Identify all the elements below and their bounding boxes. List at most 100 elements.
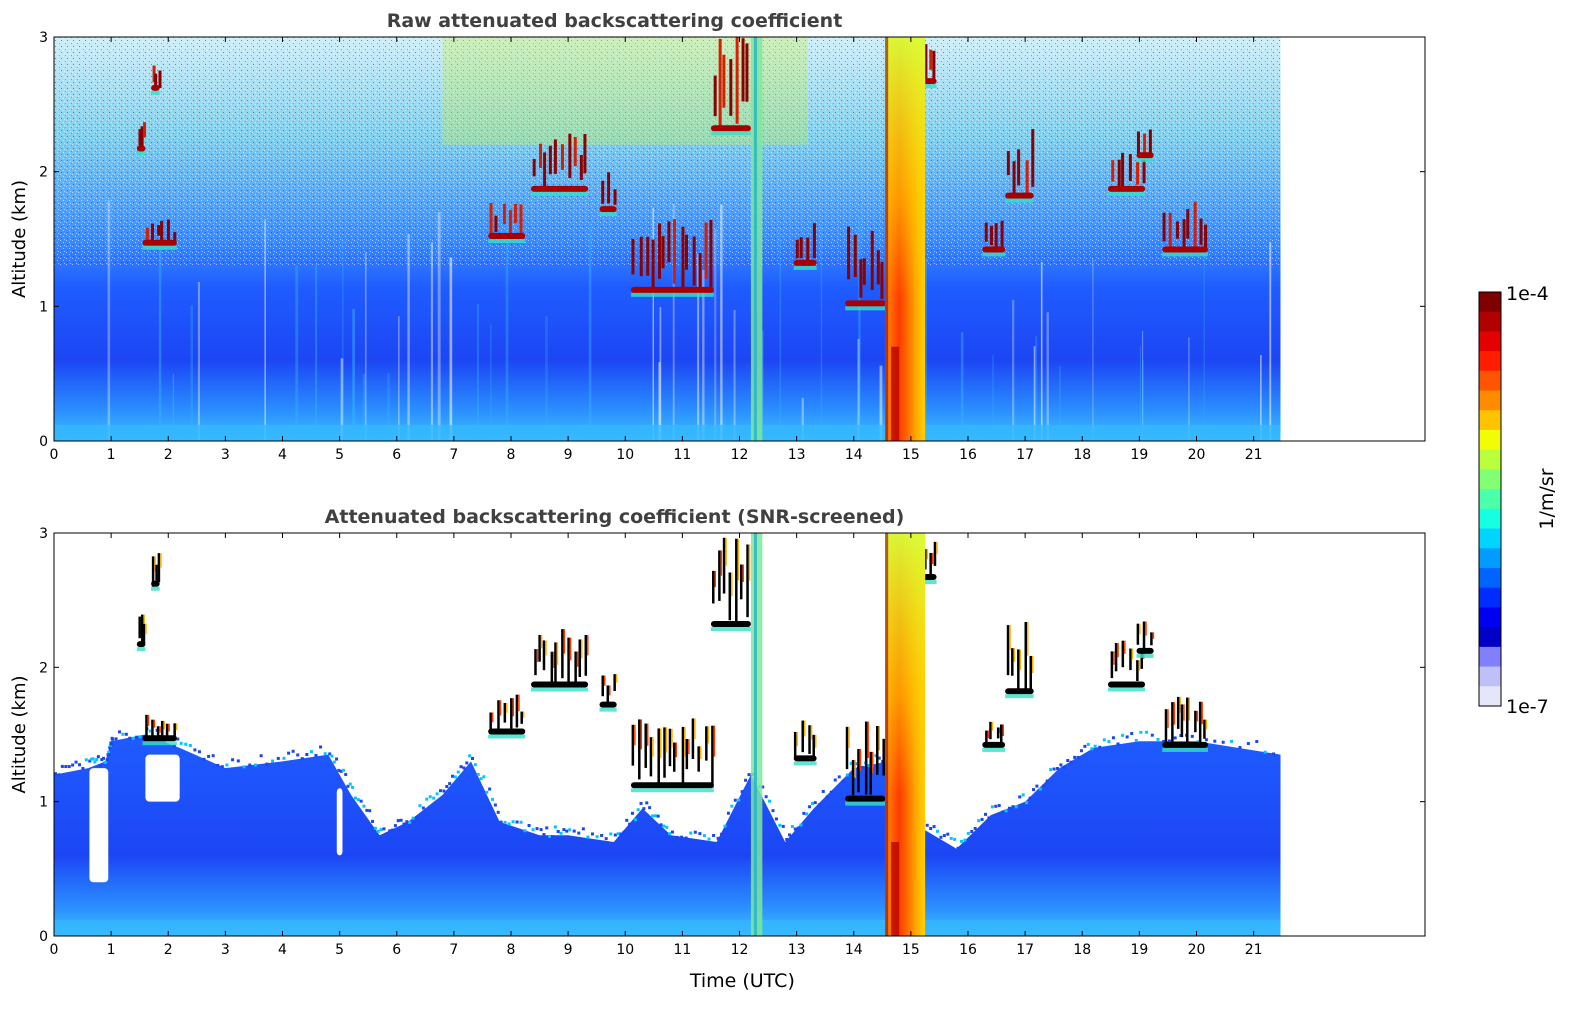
signal-streak xyxy=(652,207,654,441)
screened-edge-pixel xyxy=(625,818,629,822)
signal-streak xyxy=(1059,365,1061,441)
cloud-base xyxy=(845,300,886,307)
screened-edge-pixel xyxy=(442,789,446,793)
signal-streak xyxy=(858,215,861,441)
signal-streak xyxy=(720,204,723,441)
cloud-strand xyxy=(1011,648,1014,676)
cloud-strand xyxy=(1148,129,1152,153)
cloud-strand xyxy=(933,541,937,566)
screened-edge-pixel xyxy=(459,765,463,769)
screened-edge-pixel xyxy=(841,779,845,783)
cloud-strand xyxy=(138,616,141,639)
cloud-strand xyxy=(1128,153,1132,182)
signal-streak xyxy=(315,263,318,441)
cloud-strand-edge xyxy=(1138,660,1141,671)
cloud-strand xyxy=(1194,710,1197,733)
cloud-strand-edge xyxy=(1009,625,1011,651)
cloud-strand-edge xyxy=(1152,632,1155,639)
cloud-strand xyxy=(539,143,543,169)
cloud-strand xyxy=(663,727,666,778)
screened-gap xyxy=(336,788,343,856)
cloud-strand-edge xyxy=(1179,696,1181,713)
screened-edge-pixel xyxy=(128,736,132,740)
cloud-strand-edge xyxy=(1173,702,1176,725)
cloud-strand-edge xyxy=(1188,697,1191,721)
signal-streak xyxy=(857,339,860,441)
cloud-base xyxy=(1107,681,1146,688)
cloud-strand-edge xyxy=(742,564,744,582)
cloud-base xyxy=(793,259,817,266)
cloud-base-halo xyxy=(845,801,886,806)
screened-edge-pixel xyxy=(373,826,377,830)
x-tick-label: 9 xyxy=(564,447,573,463)
screened-edge-pixel xyxy=(432,796,436,800)
screened-edge-pixel xyxy=(545,826,549,830)
cloud-strand-edge xyxy=(991,721,994,731)
cloud-strand-edge xyxy=(699,746,702,759)
screened-edge-pixel xyxy=(339,769,343,773)
screened-edge-pixel xyxy=(693,830,697,834)
x-tick-label: 21 xyxy=(1245,447,1263,463)
signal-streak xyxy=(352,309,355,441)
cloud-strand-edge xyxy=(168,723,170,732)
precipitation-core xyxy=(891,346,900,441)
screened-edge-pixel xyxy=(405,820,409,824)
colorbar-max-label: 1e-4 xyxy=(1506,283,1549,305)
cloud-strand xyxy=(554,642,557,688)
cloud-strand-edge xyxy=(1013,648,1016,662)
cloud-strand xyxy=(932,50,936,83)
screened-edge-pixel xyxy=(630,811,634,815)
screened-edge-pixel xyxy=(479,777,483,781)
screened-edge-pixel xyxy=(485,790,489,794)
heatmap-image xyxy=(54,533,1281,936)
screened-edge-pixel xyxy=(515,820,519,824)
screened-edge-pixel xyxy=(335,757,339,761)
narrow-column-core xyxy=(753,37,757,441)
cloud-base-halo xyxy=(488,239,526,243)
cloud-strand xyxy=(681,226,685,292)
screened-edge-pixel xyxy=(271,759,275,763)
cloud-strand xyxy=(520,711,523,724)
cloud-strand-edge xyxy=(522,711,525,718)
screened-edge-pixel xyxy=(121,732,125,736)
cloud-strand xyxy=(685,739,689,770)
cloud-strand xyxy=(880,262,884,299)
cloud-strand-edge xyxy=(725,537,727,566)
x-tick-label: 17 xyxy=(1016,942,1034,958)
screened-edge-pixel xyxy=(300,757,304,761)
cloud-strand-edge xyxy=(1167,709,1169,728)
screened-edge-pixel xyxy=(259,754,263,758)
screened-edge-pixel xyxy=(1230,739,1234,743)
screened-edge-pixel xyxy=(365,808,369,812)
cloud-strand-edge xyxy=(1124,640,1126,654)
cloud-strand xyxy=(929,552,932,576)
screened-edge-pixel xyxy=(1196,740,1200,744)
screened-edge-pixel xyxy=(1011,805,1015,809)
cloud-base xyxy=(599,206,617,213)
panel-title: Attenuated backscattering coefficient (S… xyxy=(325,506,905,528)
signal-streak xyxy=(1092,259,1094,441)
screened-edge-pixel xyxy=(675,835,679,839)
x-tick-label: 7 xyxy=(449,942,458,958)
cloud-strand-edge xyxy=(796,731,798,746)
screened-edge-pixel xyxy=(707,837,711,841)
cloud-strand-edge xyxy=(665,727,668,753)
cloud-strand xyxy=(746,544,749,618)
screened-edge-pixel xyxy=(98,764,102,768)
cloud-base xyxy=(136,641,146,648)
screened-edge-pixel xyxy=(108,746,112,750)
cloud-strand xyxy=(154,73,158,90)
signal-streak xyxy=(1269,242,1272,441)
signal-streak xyxy=(340,358,344,441)
cloud-strand-edge xyxy=(1196,710,1199,722)
cloud-strand xyxy=(1017,649,1020,691)
screened-edge-pixel xyxy=(117,730,121,734)
signal-streak xyxy=(1035,335,1038,441)
precipitation-top-fade xyxy=(885,533,926,936)
cloud-strand-edge xyxy=(671,728,673,748)
cloud-strand-edge xyxy=(659,728,662,759)
screened-edge-pixel xyxy=(1035,784,1039,788)
screened-edge-pixel xyxy=(1079,749,1083,753)
x-tick-label: 1 xyxy=(107,942,116,958)
signal-streak xyxy=(364,252,367,441)
